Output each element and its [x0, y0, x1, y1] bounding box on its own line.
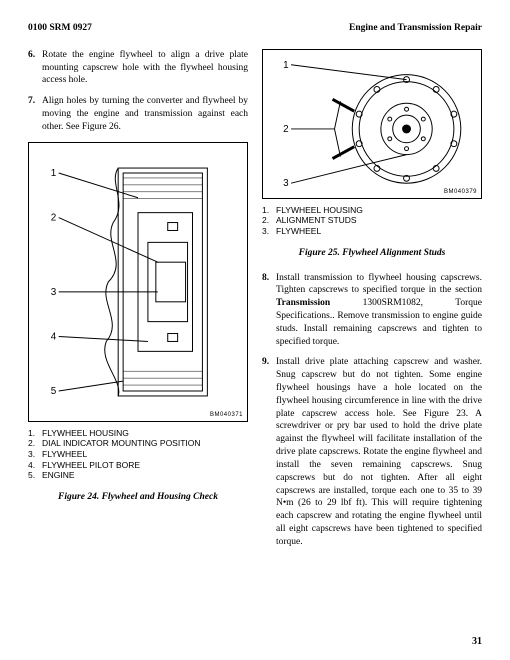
- header-left: 0100 SRM 0927: [28, 22, 92, 35]
- figure-25-caption: Figure 25. Flywheel Alignment Studs: [262, 247, 482, 260]
- fig24-leg-3n: 3.: [28, 449, 42, 460]
- page-number: 31: [472, 635, 482, 649]
- left-column: 6. Rotate the engine flywheel to align a…: [28, 49, 248, 557]
- step-6-text: Rotate the engine flywheel to align a dr…: [42, 49, 248, 87]
- fig25-leg-3n: 3.: [262, 226, 276, 237]
- fig24-leg-2n: 2.: [28, 438, 42, 449]
- header-right: Engine and Transmission Repair: [349, 22, 482, 35]
- step-7-text: Align holes by turning the converter and…: [42, 95, 248, 133]
- svg-text:1: 1: [51, 168, 57, 179]
- figure-25-box: 1 2 3 BM040379: [262, 49, 482, 199]
- step-9-num: 9.: [262, 356, 276, 548]
- fig24-leg-1t: FLYWHEEL HOUSING: [42, 428, 129, 439]
- figure-24-legend: 1.FLYWHEEL HOUSING 2.DIAL INDICATOR MOUN…: [28, 428, 248, 481]
- fig24-leg-5t: ENGINE: [42, 470, 75, 481]
- figure-24-box: 1 2 3 4 5 BM040371: [28, 142, 248, 422]
- svg-text:5: 5: [51, 386, 57, 397]
- fig25-leg-2t: ALIGNMENT STUDS: [276, 215, 357, 226]
- fig25-leg-1t: FLYWHEEL HOUSING: [276, 205, 363, 216]
- fig25-leg-1n: 1.: [262, 205, 276, 216]
- step-8-num: 8.: [262, 272, 276, 349]
- figure-25-legend: 1.FLYWHEEL HOUSING 2.ALIGNMENT STUDS 3.F…: [262, 205, 482, 237]
- step-8: 8. Install transmission to flywheel hous…: [262, 272, 482, 349]
- figure-24-caption: Figure 24. Flywheel and Housing Check: [28, 491, 248, 504]
- fig24-leg-4t: FLYWHEEL PILOT BORE: [42, 460, 140, 471]
- right-column: 1 2 3 BM040379 1.FLYWHEEL HOUSING 2.ALIG…: [262, 49, 482, 557]
- step-7-num: 7.: [28, 95, 42, 133]
- fig25-leg-3t: FLYWHEEL: [276, 226, 321, 237]
- step-9: 9. Install drive plate attaching capscre…: [262, 356, 482, 548]
- fig24-leg-1n: 1.: [28, 428, 42, 439]
- step-9-text: Install drive plate attaching capscrew a…: [276, 356, 482, 548]
- svg-text:3: 3: [283, 178, 289, 189]
- step-6: 6. Rotate the engine flywheel to align a…: [28, 49, 248, 87]
- svg-text:2: 2: [51, 212, 57, 223]
- figure-25-svg: 1 2 3: [263, 50, 481, 198]
- step-8-text: Install transmission to flywheel housing…: [276, 272, 482, 349]
- fig24-leg-5n: 5.: [28, 470, 42, 481]
- figure-25-id: BM040379: [444, 188, 477, 196]
- figure-24-svg: 1 2 3 4 5: [29, 143, 247, 421]
- svg-text:1: 1: [283, 60, 288, 71]
- fig24-leg-2t: DIAL INDICATOR MOUNTING POSITION: [42, 438, 201, 449]
- svg-text:4: 4: [51, 331, 57, 342]
- fig24-leg-3t: FLYWHEEL: [42, 449, 87, 460]
- fig25-leg-2n: 2.: [262, 215, 276, 226]
- step-7: 7. Align holes by turning the converter …: [28, 95, 248, 133]
- fig24-leg-4n: 4.: [28, 460, 42, 471]
- figure-24-id: BM040371: [210, 411, 243, 419]
- step-6-num: 6.: [28, 49, 42, 87]
- svg-text:2: 2: [283, 124, 288, 135]
- svg-text:3: 3: [51, 287, 57, 298]
